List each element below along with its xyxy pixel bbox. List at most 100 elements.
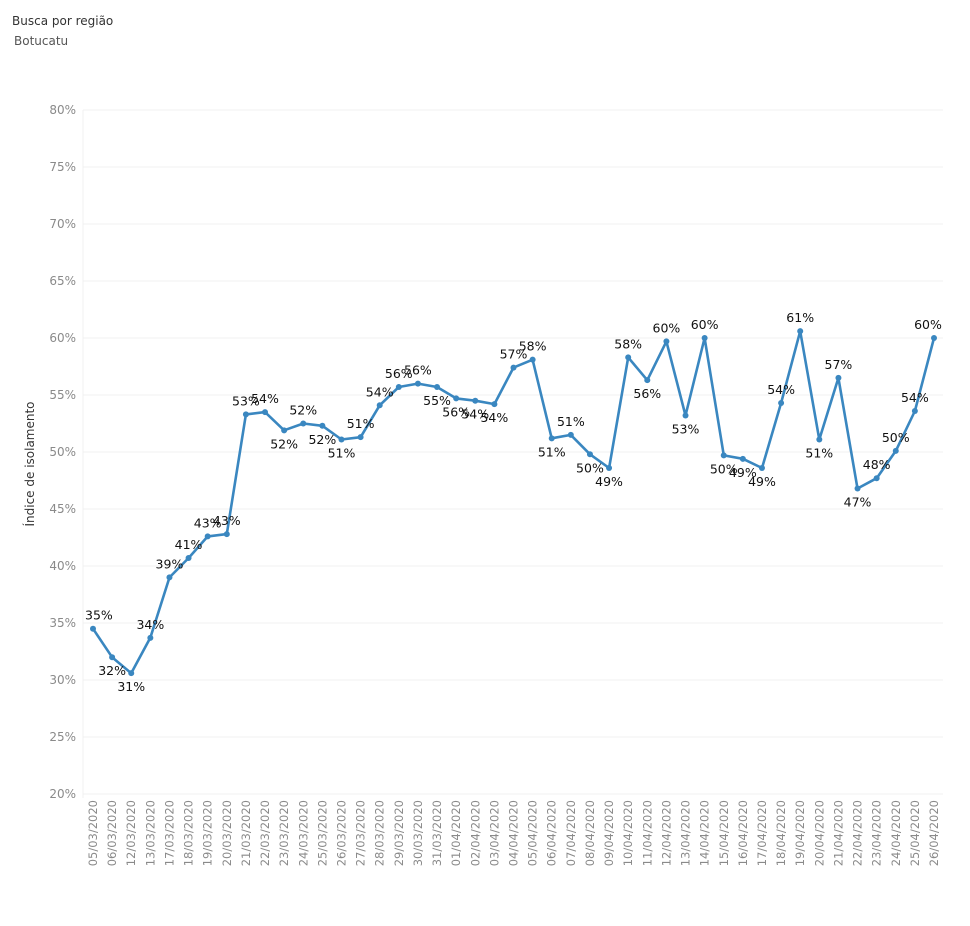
- x-tick-label: 17/04/2020: [755, 800, 769, 866]
- data-point[interactable]: [109, 654, 116, 661]
- data-point[interactable]: [873, 475, 880, 482]
- x-tick-label: 17/03/2020: [162, 800, 176, 866]
- data-point[interactable]: [472, 397, 479, 404]
- data-point[interactable]: [357, 434, 364, 441]
- x-tick-label: 20/03/2020: [220, 800, 234, 866]
- data-label: 35%: [85, 608, 113, 623]
- data-label: 49%: [729, 465, 757, 480]
- data-point[interactable]: [262, 409, 269, 416]
- data-label: 54%: [251, 391, 279, 406]
- x-tick-label: 26/04/2020: [927, 800, 941, 866]
- data-label: 52%: [289, 403, 317, 418]
- x-tick-label: 09/04/2020: [602, 800, 616, 866]
- data-point[interactable]: [586, 451, 593, 458]
- x-tick-label: 22/03/2020: [258, 800, 272, 866]
- data-point[interactable]: [911, 407, 918, 414]
- data-point[interactable]: [90, 625, 96, 632]
- data-label: 51%: [805, 445, 833, 460]
- x-tick-label: 11/04/2020: [640, 800, 654, 866]
- data-point[interactable]: [510, 364, 517, 371]
- data-point[interactable]: [816, 436, 823, 443]
- data-label: 51%: [347, 416, 375, 431]
- data-label: 57%: [500, 347, 528, 362]
- filter-value[interactable]: Botucatu: [14, 34, 69, 48]
- data-point[interactable]: [720, 452, 727, 459]
- data-label: 31%: [117, 679, 145, 694]
- filter-title: Busca por região: [12, 14, 114, 28]
- data-point[interactable]: [434, 384, 441, 391]
- data-point[interactable]: [414, 380, 421, 387]
- y-tick-label: 30%: [49, 673, 76, 687]
- data-point[interactable]: [625, 354, 632, 361]
- data-point[interactable]: [931, 335, 937, 341]
- x-tick-label: 06/03/2020: [105, 800, 119, 866]
- data-point[interactable]: [778, 399, 785, 406]
- data-point[interactable]: [682, 412, 689, 419]
- data-point[interactable]: [835, 374, 842, 381]
- x-tick-label: 26/03/2020: [334, 800, 348, 866]
- data-point[interactable]: [892, 447, 899, 454]
- data-label: 54%: [901, 390, 929, 405]
- data-point[interactable]: [204, 533, 211, 540]
- data-label: 53%: [672, 422, 700, 437]
- x-tick-label: 21/03/2020: [239, 800, 253, 866]
- data-point[interactable]: [644, 377, 651, 384]
- x-tick-label: 21/04/2020: [831, 800, 845, 866]
- x-tick-label: 29/03/2020: [392, 800, 406, 866]
- data-point[interactable]: [567, 431, 574, 438]
- data-point[interactable]: [376, 402, 383, 409]
- data-label: 51%: [328, 445, 356, 460]
- data-label: 57%: [825, 357, 853, 372]
- x-tick-label: 25/04/2020: [908, 800, 922, 866]
- data-point[interactable]: [128, 670, 135, 677]
- x-tick-label: 07/04/2020: [564, 800, 578, 866]
- x-tick-label: 02/04/2020: [468, 800, 482, 866]
- data-label: 60%: [653, 320, 681, 335]
- y-axis-ticks: 20% 25% 30% 35% 40% 45% 50% 55% 60% 65% 70% 75% 80%: [49, 103, 76, 801]
- data-point[interactable]: [166, 574, 173, 581]
- data-point[interactable]: [242, 411, 249, 418]
- data-point[interactable]: [739, 455, 746, 462]
- data-points: [90, 328, 937, 677]
- data-label: 43%: [213, 513, 241, 528]
- x-tick-label: 23/04/2020: [870, 800, 884, 866]
- x-tick-label: 18/03/2020: [182, 800, 196, 866]
- x-tick-label: 28/03/2020: [373, 800, 387, 866]
- x-tick-label: 24/04/2020: [889, 800, 903, 866]
- x-tick-label: 25/03/2020: [315, 800, 329, 866]
- y-tick-label: 65%: [49, 274, 76, 288]
- data-point[interactable]: [185, 555, 192, 562]
- data-point[interactable]: [758, 464, 765, 471]
- data-point[interactable]: [453, 395, 460, 402]
- x-tick-label: 20/04/2020: [812, 800, 826, 866]
- data-point[interactable]: [701, 335, 708, 341]
- x-tick-label: 12/04/2020: [659, 800, 673, 866]
- data-point[interactable]: [147, 634, 154, 641]
- data-point[interactable]: [281, 427, 288, 434]
- y-tick-label: 80%: [49, 103, 76, 117]
- data-point[interactable]: [529, 356, 536, 363]
- data-labels: 35%32%31%34%39%41%43%43%53%54%52%52%52%5…: [85, 310, 942, 694]
- data-label: 51%: [538, 444, 566, 459]
- data-point[interactable]: [300, 420, 307, 427]
- y-tick-label: 70%: [49, 217, 76, 231]
- x-tick-label: 24/03/2020: [296, 800, 310, 866]
- y-tick-label: 55%: [49, 388, 76, 402]
- data-point[interactable]: [663, 338, 670, 345]
- x-tick-label: 13/03/2020: [143, 800, 157, 866]
- data-point[interactable]: [797, 328, 804, 335]
- data-label: 60%: [914, 317, 942, 332]
- data-point[interactable]: [491, 401, 498, 408]
- data-point[interactable]: [338, 436, 345, 443]
- x-tick-label: 05/04/2020: [526, 800, 540, 866]
- data-point[interactable]: [548, 435, 555, 442]
- x-tick-label: 19/04/2020: [793, 800, 807, 866]
- data-point[interactable]: [319, 422, 326, 429]
- data-label: 49%: [748, 474, 776, 489]
- data-point[interactable]: [395, 384, 402, 391]
- data-point[interactable]: [606, 464, 613, 471]
- y-tick-label: 20%: [49, 787, 76, 801]
- data-point[interactable]: [223, 531, 230, 538]
- data-point[interactable]: [854, 485, 861, 492]
